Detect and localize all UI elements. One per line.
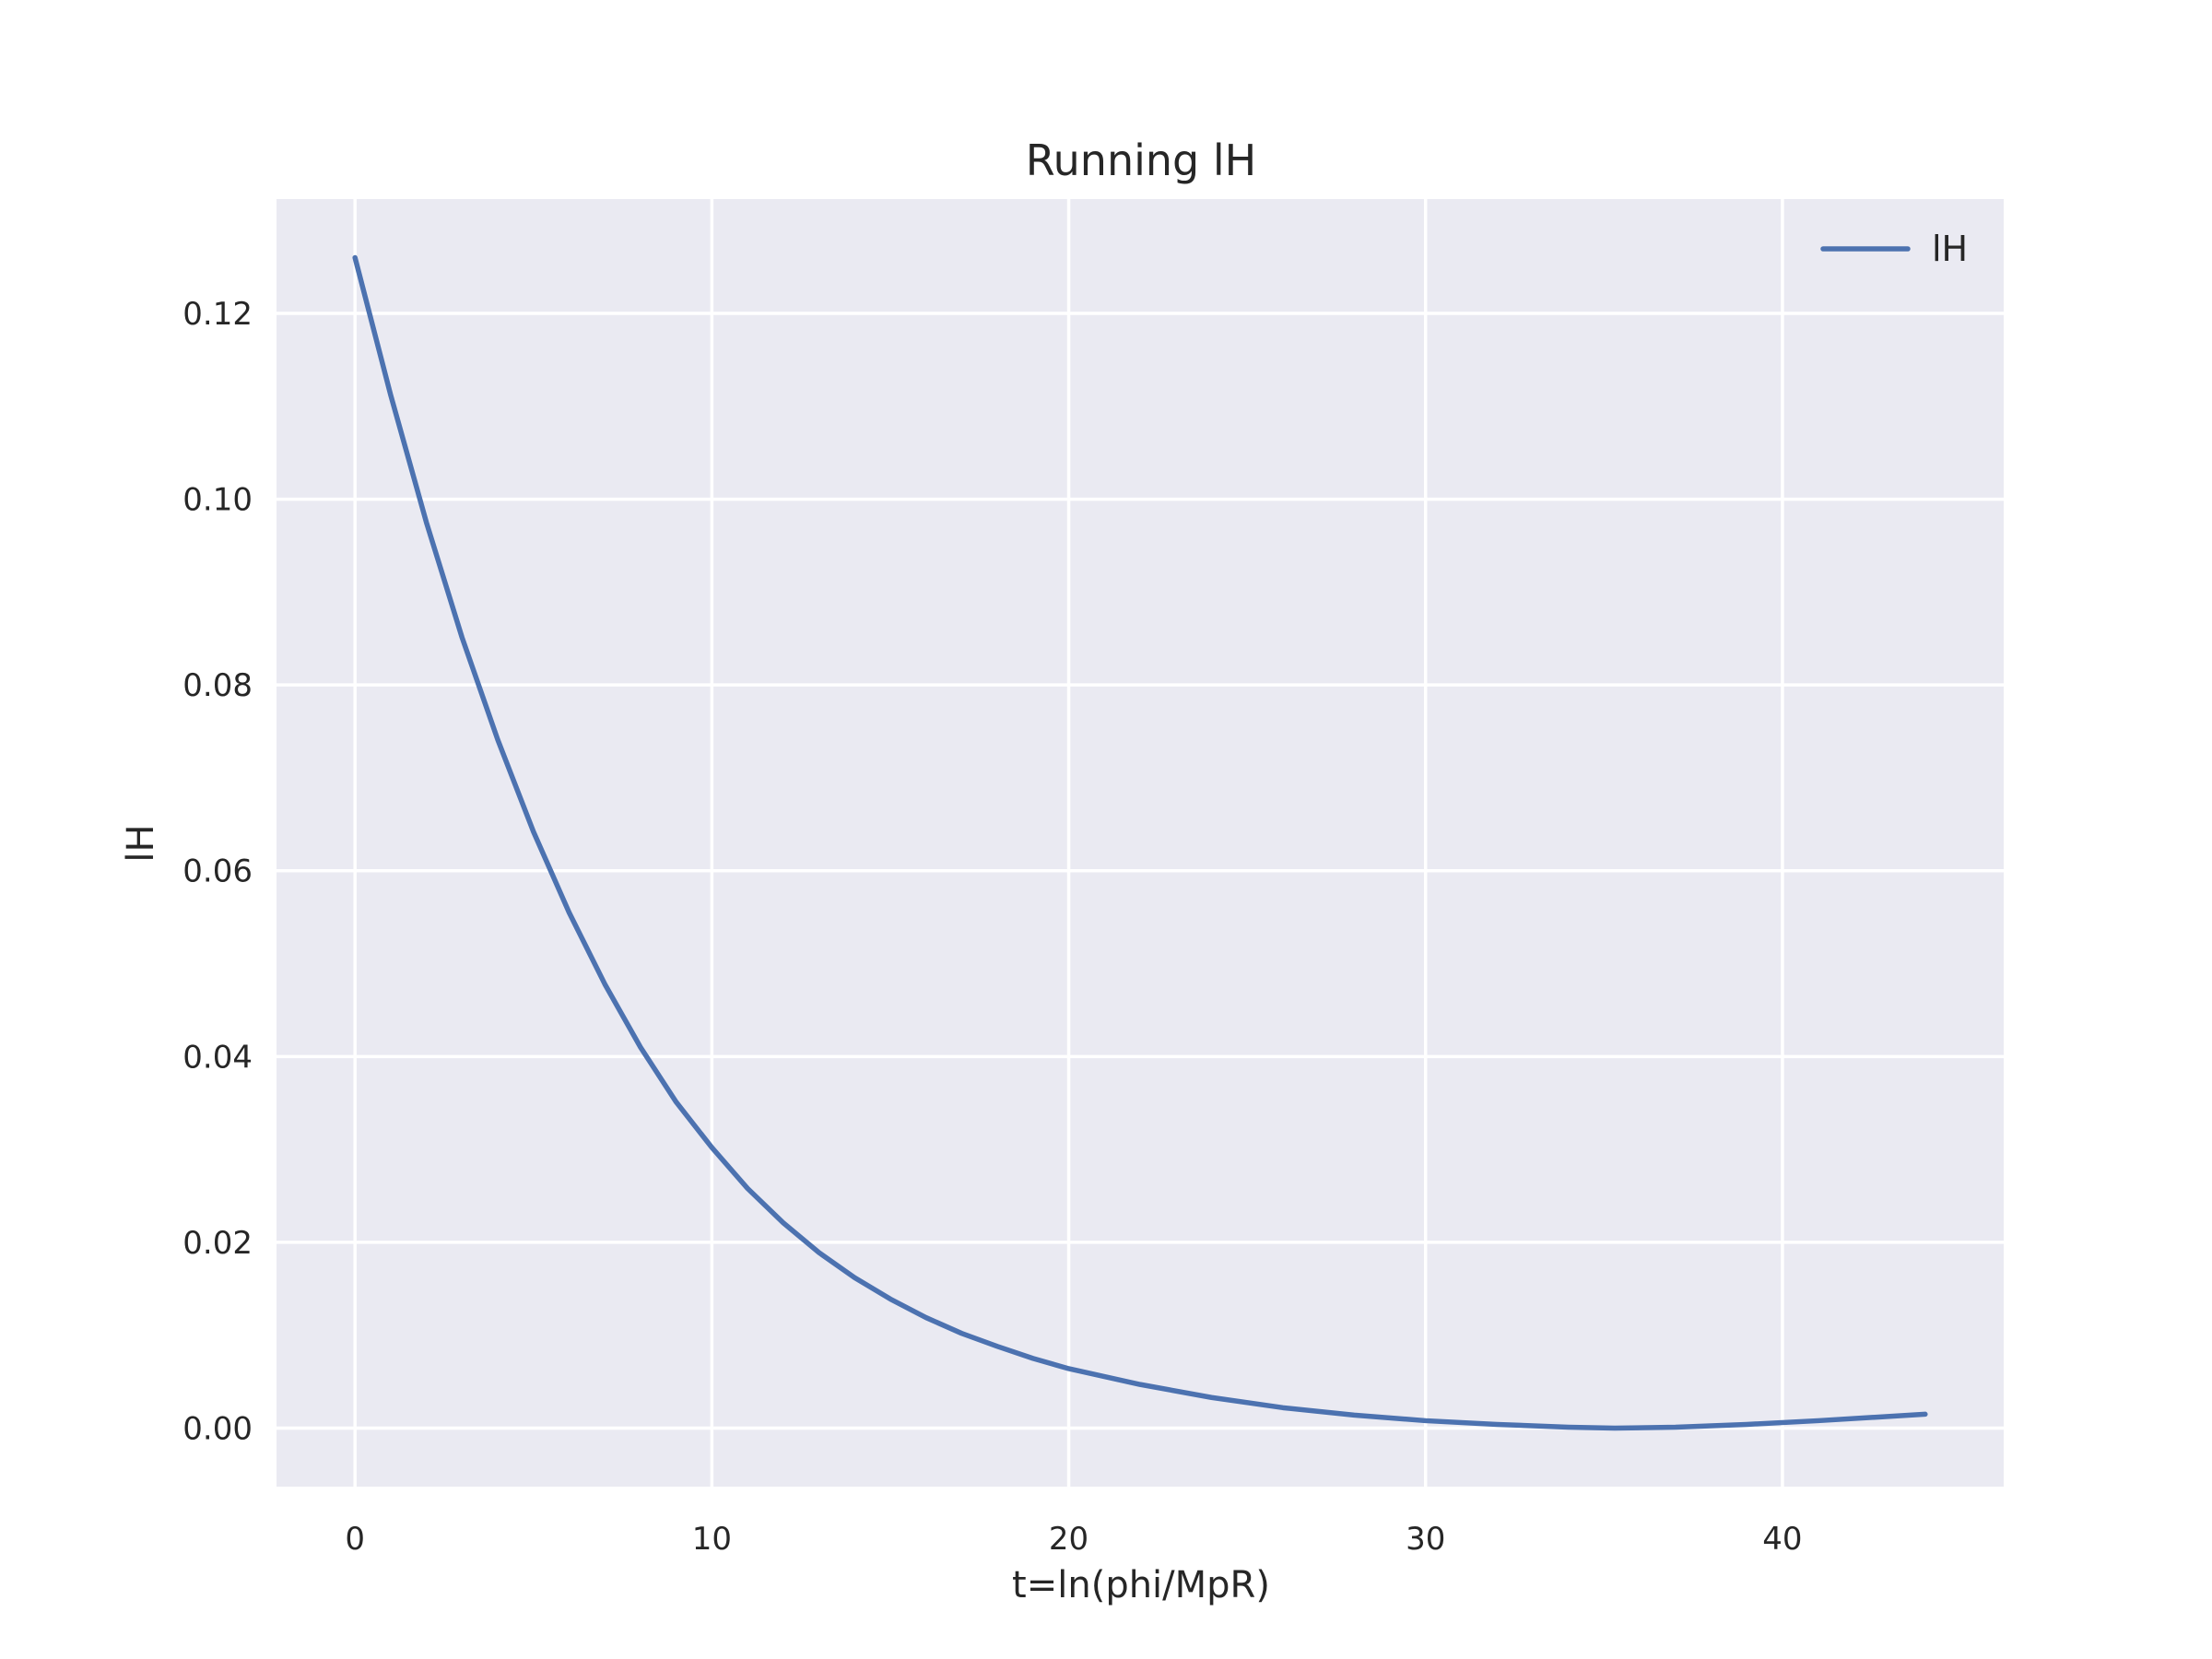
grid xyxy=(276,199,2004,1487)
x-tick-label: 0 xyxy=(345,1521,365,1558)
y-tick-label: 0.00 xyxy=(182,1411,253,1448)
y-tick-label: 0.04 xyxy=(182,1039,253,1076)
y-tick-label: 0.08 xyxy=(182,667,253,704)
series-layer xyxy=(352,254,1928,1431)
x-tick-label: 40 xyxy=(1762,1521,1802,1558)
y-tick-label: 0.12 xyxy=(182,296,253,333)
series-line-lH xyxy=(352,254,1928,1431)
legend-label: lH xyxy=(1932,229,1968,269)
legend: lH xyxy=(1820,229,1968,269)
y-axis: 0.00 0.02 0.04 0.06 0.08 0.10 0.12 xyxy=(182,296,253,1448)
x-tick-label: 20 xyxy=(1049,1521,1088,1558)
x-tick-label: 10 xyxy=(692,1521,732,1558)
x-tick-label: 30 xyxy=(1406,1521,1445,1558)
y-tick-label: 0.02 xyxy=(182,1225,253,1262)
plot-area xyxy=(276,199,2004,1487)
y-tick-label: 0.10 xyxy=(182,482,253,519)
y-axis-label: lH xyxy=(120,824,162,862)
y-tick-label: 0.06 xyxy=(182,853,253,890)
x-axis: 0 10 20 30 40 xyxy=(345,1521,1802,1558)
x-axis-label: t=ln(phi/MpR) xyxy=(1012,1564,1270,1606)
chart-title: Running lH xyxy=(1026,135,1256,185)
